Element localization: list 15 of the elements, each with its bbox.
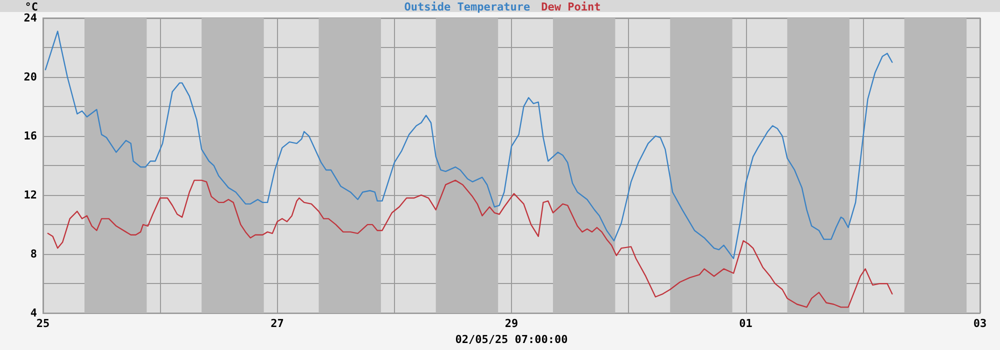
x-tick-label: 29 [504,317,518,330]
y-tick-label: 16 [24,130,38,143]
x-tick-label: 25 [36,317,50,330]
y-axis-title: °C [24,0,38,14]
y-tick-label: 8 [30,248,37,261]
y-tick-label: 4 [30,306,38,320]
text: Outside Temperature [404,0,530,14]
y-tick-label: 12 [24,188,37,202]
x-tick-label: 01 [739,317,753,330]
x-axis-title: 02/05/25 07:00:00 [455,333,568,346]
text: Dew Point [541,0,601,14]
x-tick-label: 03 [973,317,987,330]
x-tick-label: 27 [270,317,284,330]
y-tick-label: 24 [24,12,38,24]
y-tick-label: 20 [24,70,37,84]
